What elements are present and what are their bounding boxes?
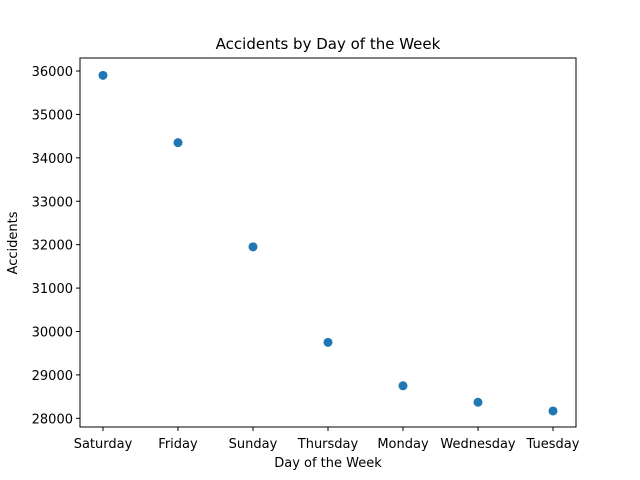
x-axis-label: Day of the Week (274, 456, 382, 471)
y-tick-label: 29000 (32, 369, 73, 384)
data-point-saturday (98, 70, 108, 80)
data-point-monday (398, 381, 408, 391)
data-point-wednesday (473, 397, 483, 407)
data-point-friday (173, 138, 183, 148)
y-tick-label: 36000 (32, 65, 73, 80)
x-tick-label: Sunday (229, 437, 278, 452)
y-axis: 28000 29000 30000 31000 32000 33000 34000 35000… (32, 65, 80, 427)
x-tick-label: Thursday (297, 437, 359, 452)
x-tick-label: Wednesday (440, 437, 516, 452)
x-tick-label: Monday (377, 437, 429, 452)
plot-frame (79, 57, 577, 428)
y-tick-label: 35000 (32, 108, 73, 123)
x-tick-label: Tuesday (526, 437, 580, 452)
x-axis: Saturday Friday Sunday Thursday Monday Wednes… (74, 427, 580, 452)
x-tick-label: Friday (158, 437, 198, 452)
chart-title: Accidents by Day of the Week (216, 35, 441, 53)
data-point-thursday (323, 337, 333, 347)
y-tick-label: 34000 (32, 152, 73, 167)
data-points (98, 70, 558, 416)
y-tick-label: 33000 (32, 195, 73, 210)
y-tick-label: 30000 (32, 325, 73, 340)
data-point-tuesday (548, 406, 558, 416)
y-axis-label: Accidents (6, 211, 21, 274)
y-tick-label: 32000 (32, 239, 73, 254)
data-point-sunday (248, 242, 258, 252)
x-tick-label: Saturday (74, 437, 133, 452)
y-tick-label: 28000 (32, 412, 73, 427)
y-tick-label: 31000 (32, 282, 73, 297)
